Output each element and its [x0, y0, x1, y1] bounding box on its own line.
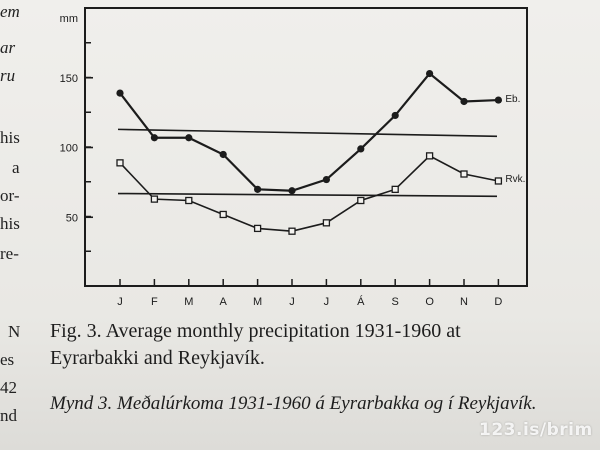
- data-point-square: [322, 219, 331, 227]
- margin-fragment: N: [8, 322, 21, 341]
- margin-fragment: his: [0, 128, 20, 147]
- x-tick-label: A: [220, 296, 228, 308]
- data-point-circle: [185, 134, 193, 142]
- data-point-circle: [426, 69, 434, 78]
- precipitation-chart: mm 50 100 150 J F M A M J J Á S O N D Eb. Rvk.: [60, 7, 528, 308]
- x-tick-label: M: [184, 296, 193, 308]
- x-tick-label: M: [253, 296, 262, 308]
- data-point-square: [288, 227, 296, 235]
- margin-fragment: em: [0, 2, 20, 21]
- series-label: Eb.: [505, 94, 520, 105]
- x-tick-label: F: [151, 296, 158, 308]
- x-tick-label: J: [289, 296, 295, 308]
- data-point-square: [150, 195, 159, 203]
- series-line: [119, 154, 499, 233]
- data-point-circle: [494, 96, 502, 104]
- data-point-circle: [322, 175, 330, 184]
- data-point-circle: [116, 89, 124, 97]
- margin-fragment: nd: [0, 406, 17, 425]
- figure-caption-icelandic: Mynd 3. Meðalúrkoma 1931-1960 á Eyrarbak…: [50, 393, 537, 414]
- margin-fragment: or-: [0, 186, 20, 205]
- figure-caption-english: Fig. 3. Average monthly precipitation 19…: [50, 320, 461, 369]
- data-point-circle: [391, 111, 399, 120]
- margin-fragment: ru: [0, 66, 16, 85]
- margin-fragment: 42: [0, 378, 17, 397]
- x-tick-label: O: [425, 296, 434, 308]
- margin-fragment: a: [12, 158, 20, 177]
- data-point-circle: [460, 97, 468, 106]
- data-point-square: [219, 210, 227, 219]
- data-point-square: [391, 185, 399, 194]
- y-tick-label: 50: [66, 212, 78, 224]
- data-point-square: [494, 177, 503, 185]
- data-point-circle: [254, 185, 262, 193]
- adjacent-text-column: em ar ru his a or- his re- N es 42 nd: [0, 0, 26, 450]
- x-tick-label: S: [392, 296, 399, 308]
- y-tick-label: 100: [60, 143, 78, 155]
- data-point-square: [253, 224, 262, 233]
- data-point-square: [116, 159, 124, 167]
- margin-fragment: his: [0, 214, 20, 233]
- x-tick-label: D: [494, 296, 502, 308]
- margin-fragment: re-: [0, 244, 19, 263]
- data-point-circle: [357, 145, 365, 153]
- series-line: [119, 72, 499, 192]
- x-tick-label: J: [117, 296, 123, 308]
- data-point-square: [425, 152, 434, 160]
- y-tick-label: 150: [60, 73, 78, 85]
- y-unit-label: mm: [60, 13, 78, 25]
- data-point-circle: [150, 134, 158, 142]
- mean-reference-line: [117, 192, 498, 198]
- x-tick-label: Á: [357, 295, 365, 308]
- data-point-circle: [288, 187, 296, 195]
- series-label: Rvk.: [505, 174, 525, 185]
- data-point-square: [460, 170, 468, 178]
- plot-frame: [84, 7, 528, 287]
- data-point-circle: [219, 150, 227, 159]
- data-point-square: [357, 196, 365, 205]
- margin-fragment: ar: [0, 38, 16, 57]
- margin-fragment: es: [0, 350, 15, 369]
- watermark: 123.is/brim: [479, 420, 593, 440]
- data-point-square: [185, 196, 193, 205]
- x-tick-label: J: [324, 296, 330, 308]
- x-tick-label: N: [460, 296, 468, 308]
- mean-reference-line: [117, 128, 498, 138]
